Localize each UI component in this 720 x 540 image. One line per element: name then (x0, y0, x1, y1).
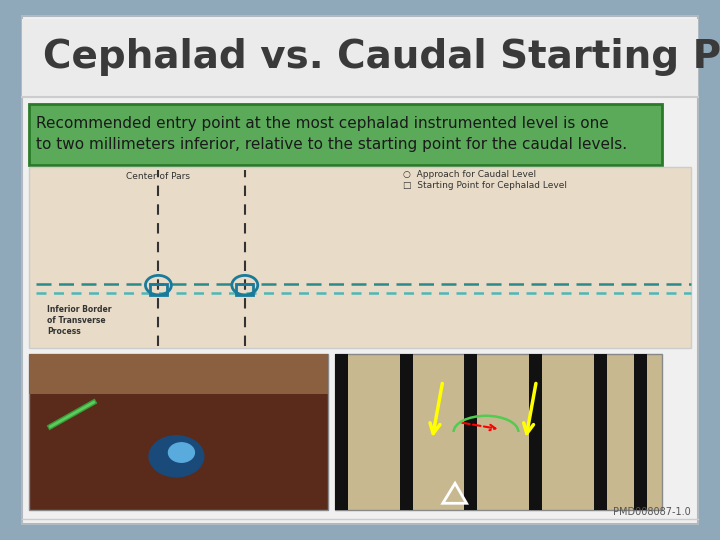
Bar (335, 354, 348, 510)
Bar (335, 354, 662, 510)
Bar (29, 104, 662, 165)
Bar (236, 284, 253, 295)
Text: PMD008087-1.0: PMD008087-1.0 (613, 507, 691, 517)
Text: Recommended entry point at the most cephalad instrumented level is one
to two mi: Recommended entry point at the most ceph… (36, 117, 627, 152)
Bar (22, 19, 698, 97)
Bar (150, 284, 167, 295)
Bar (464, 354, 477, 510)
Circle shape (168, 443, 194, 462)
Bar (400, 354, 413, 510)
Bar (634, 354, 647, 510)
Text: Cephalad vs. Caudal Starting Points: Cephalad vs. Caudal Starting Points (43, 38, 720, 76)
Bar (29, 167, 691, 348)
Text: □  Starting Point for Cephalad Level: □ Starting Point for Cephalad Level (403, 181, 567, 190)
Text: Inferior Border
of Transverse
Process: Inferior Border of Transverse Process (47, 305, 112, 336)
Bar (594, 354, 607, 510)
Text: Center of Pars: Center of Pars (127, 172, 190, 181)
Text: ○  Approach for Caudal Level: ○ Approach for Caudal Level (403, 170, 536, 179)
Bar (29, 354, 328, 394)
Bar (529, 354, 542, 510)
Bar (29, 354, 328, 510)
Circle shape (149, 436, 204, 477)
